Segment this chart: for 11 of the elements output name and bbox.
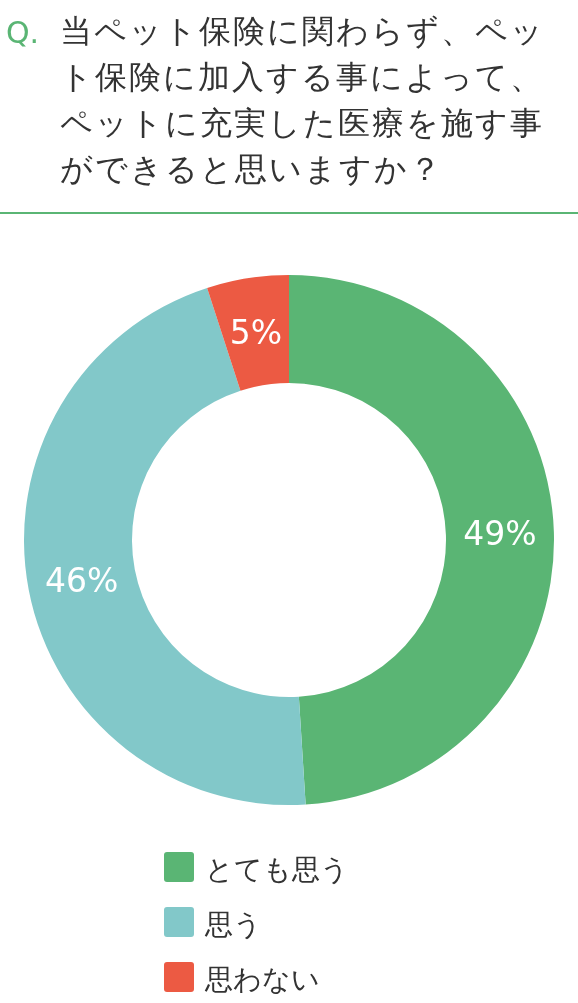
- donut-slice: [24, 287, 306, 805]
- donut-slice: [207, 275, 289, 391]
- legend-label: 思わない: [204, 963, 320, 996]
- donut-slice: [289, 275, 554, 805]
- chart-title: 当ペット保険に関わらず、ペット保険に加入する事によって、ペットに充実した医療を施す事ができると思いますか？: [60, 11, 546, 190]
- legend-label: 思う: [204, 908, 262, 941]
- data-label: 5%: [229, 312, 283, 352]
- text: Q.: [6, 14, 40, 52]
- data-label: 49%: [463, 514, 537, 554]
- data-label: 46%: [45, 560, 119, 600]
- legend-label: とても思う: [205, 853, 349, 886]
